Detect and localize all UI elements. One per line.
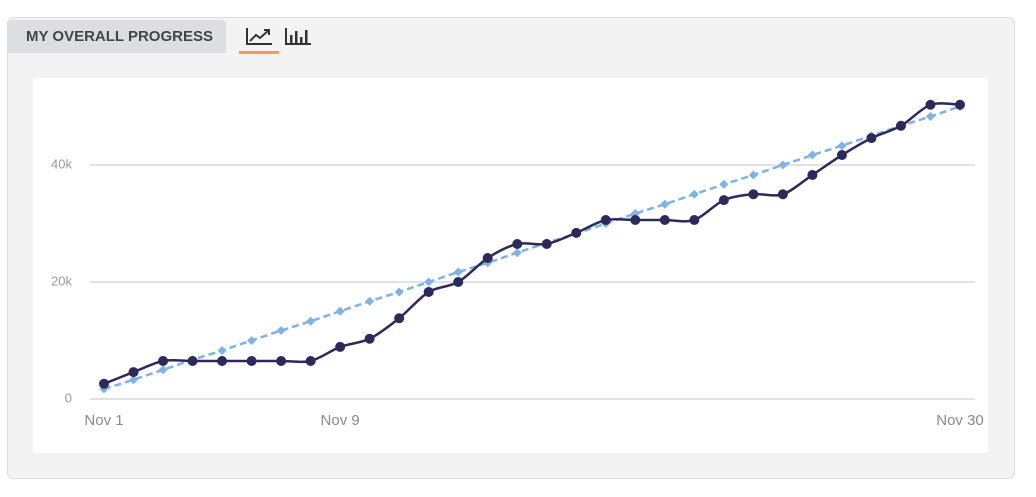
point: [335, 341, 346, 352]
point: [748, 189, 759, 200]
point: [306, 316, 316, 326]
point: [394, 287, 404, 297]
point: [807, 169, 818, 180]
point: [247, 336, 257, 345]
point: [748, 170, 758, 180]
point: [129, 375, 139, 385]
tab-label: MY OVERALL PROGRESS: [26, 28, 213, 45]
point: [453, 267, 463, 277]
point: [276, 326, 286, 336]
y-tick-label: 20k: [51, 273, 72, 288]
x-tick-label: Nov 1: [84, 412, 123, 429]
point: [128, 367, 139, 378]
point: [659, 214, 670, 225]
point: [453, 277, 464, 287]
point: [660, 199, 670, 209]
tab[interactable]: [8, 20, 226, 53]
point: [246, 355, 257, 366]
point: [541, 238, 552, 249]
point: [276, 355, 287, 366]
chart-area: [33, 78, 988, 453]
point: [158, 365, 168, 375]
point: [424, 277, 434, 287]
point: [718, 195, 729, 206]
point: [423, 286, 434, 297]
point: [925, 99, 936, 110]
point: [689, 214, 700, 225]
point: [217, 355, 228, 366]
point: [305, 355, 316, 366]
x-tick-label: Nov 30: [936, 412, 984, 429]
point: [600, 214, 611, 225]
active-indicator: [239, 51, 279, 54]
point: [158, 355, 169, 366]
point: [955, 99, 965, 110]
point: [187, 355, 198, 366]
x-tick-label: Nov 9: [321, 412, 360, 429]
point: [777, 189, 788, 200]
y-tick-label: 40k: [51, 156, 72, 171]
point: [836, 150, 847, 161]
point: [807, 150, 817, 160]
point: [866, 133, 877, 144]
y-tick-label: 0: [65, 390, 72, 405]
line-chart-icon[interactable]: [246, 28, 272, 45]
bar-chart-icon[interactable]: [285, 28, 311, 45]
point: [837, 141, 847, 151]
point: [925, 111, 935, 121]
point: [364, 333, 375, 344]
point: [630, 214, 641, 225]
point: [719, 179, 729, 189]
point: [571, 227, 582, 238]
point: [365, 296, 375, 306]
point: [217, 345, 227, 355]
point: [482, 253, 493, 264]
point: [512, 238, 523, 249]
point: [99, 378, 109, 389]
point: [512, 248, 522, 258]
point: [394, 313, 405, 324]
point: [689, 189, 699, 199]
point: [778, 160, 788, 170]
point: [335, 306, 345, 316]
point: [895, 120, 906, 131]
